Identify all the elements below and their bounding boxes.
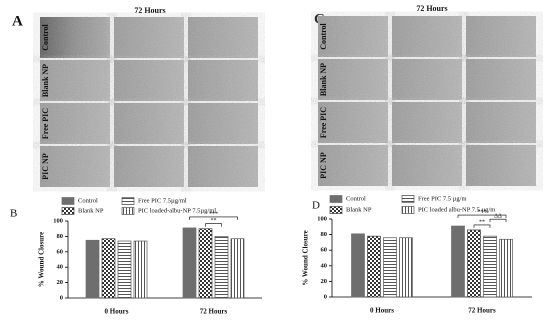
bar — [133, 240, 148, 299]
bar — [383, 237, 397, 298]
legend-label: Blank NP — [78, 207, 104, 214]
legend-swatch — [329, 195, 343, 203]
micrograph-texture — [40, 60, 110, 101]
micrograph-texture — [40, 146, 110, 187]
micrograph-texture — [318, 145, 388, 186]
bar — [230, 238, 245, 299]
micrograph-texture — [392, 145, 462, 186]
y-tick-label: 60 — [57, 248, 64, 255]
micrograph-texture — [188, 60, 258, 101]
y-tick-label: 20 — [321, 278, 328, 285]
y-tick-label: 100 — [53, 217, 63, 224]
bar — [85, 239, 100, 299]
significance-label: ** — [479, 219, 485, 225]
micrograph-texture — [40, 103, 110, 144]
micrograph-texture — [466, 16, 536, 57]
row-label: PIC NP — [319, 152, 328, 179]
panel-label: B — [10, 208, 17, 220]
legend-swatch — [121, 197, 135, 205]
micrograph-texture — [466, 59, 536, 100]
y-tick-label: 40 — [321, 262, 328, 269]
y-tick-label: 60 — [321, 247, 328, 254]
micrograph-texture — [188, 146, 258, 187]
bar — [182, 227, 197, 299]
micrograph-texture — [466, 145, 536, 186]
legend-swatch — [121, 207, 135, 215]
micrograph-texture — [466, 102, 536, 143]
legend-label: PIC loaded-albu-NP 7.5µg/ml — [138, 207, 216, 214]
legend-swatch — [401, 195, 415, 203]
micrograph-texture — [392, 16, 462, 57]
x-tick-label: 0 Hours — [370, 307, 394, 315]
micrograph-texture — [40, 17, 110, 58]
significance-label: ** — [211, 218, 217, 224]
legend-label: Free PIC 7.5µg/ml — [138, 197, 187, 204]
significance-label: *** — [209, 211, 218, 217]
legend-swatch — [329, 206, 343, 214]
micrograph-texture — [114, 146, 184, 187]
significance-bracket — [473, 224, 491, 228]
micrograph-texture — [114, 17, 184, 58]
micrograph-texture — [114, 103, 184, 144]
significance-bracket — [189, 216, 238, 220]
bar — [451, 225, 465, 298]
y-tick-label: 20 — [57, 279, 64, 286]
row-label: Control — [319, 22, 328, 49]
legend-label: Control — [78, 197, 98, 204]
legend-swatch — [61, 197, 75, 205]
panel-label: D — [312, 200, 320, 212]
significance-label: ΔΔ — [494, 214, 502, 220]
micrograph-texture — [188, 17, 258, 58]
row-label: Blank NP — [41, 64, 50, 97]
y-tick-label: 80 — [321, 231, 328, 238]
micrograph-texture — [392, 102, 462, 143]
bar — [117, 240, 132, 299]
legend-label: PIC loaded albu-NP 7.5 µg/m — [418, 206, 495, 213]
legend-label: Free PIC 7.5 µg/m — [418, 195, 467, 202]
row-label: PIC NP — [41, 153, 50, 180]
legend-swatch — [61, 207, 75, 215]
legend-label: Control — [346, 195, 366, 202]
micrograph-texture — [188, 103, 258, 144]
row-label: Blank NP — [319, 63, 328, 96]
panel-label: A — [12, 13, 23, 29]
bar — [198, 228, 213, 299]
legend-swatch — [401, 206, 415, 214]
y-axis-label: % Wound Closure — [38, 232, 46, 287]
bar — [499, 238, 513, 298]
significance-bracket — [489, 218, 507, 223]
bar — [483, 235, 497, 298]
y-tick-label: 0 — [324, 293, 327, 300]
legend-label: Blank NP — [346, 206, 372, 213]
micrograph-texture — [114, 60, 184, 101]
column-header: 72 Hours — [134, 6, 165, 15]
y-tick-label: 80 — [57, 233, 64, 240]
x-tick-label: 72 Hours — [200, 308, 228, 316]
y-tick-label: 0 — [60, 294, 63, 301]
bar — [367, 235, 381, 298]
y-axis-label: % Wound Closure — [302, 230, 310, 285]
row-label: Free PIC — [319, 107, 328, 138]
bar — [399, 237, 413, 298]
row-label: Control — [41, 23, 50, 50]
x-tick-label: 0 Hours — [105, 308, 129, 316]
row-label: Free PIC — [41, 108, 50, 139]
significance-bracket — [205, 223, 222, 227]
micrograph-texture — [392, 59, 462, 100]
bar — [351, 233, 365, 298]
bar — [467, 229, 481, 298]
bar — [101, 238, 116, 299]
y-tick-label: 100 — [317, 215, 327, 222]
bar — [214, 236, 229, 299]
significance-label: *** — [478, 209, 487, 215]
micrograph-texture — [318, 16, 388, 57]
column-header: 72 Hours — [416, 4, 447, 13]
x-tick-label: 72 Hours — [468, 307, 496, 315]
micrograph-texture — [318, 102, 388, 143]
micrograph-texture — [318, 59, 388, 100]
significance-bracket — [457, 214, 507, 219]
y-tick-label: 40 — [57, 264, 64, 271]
